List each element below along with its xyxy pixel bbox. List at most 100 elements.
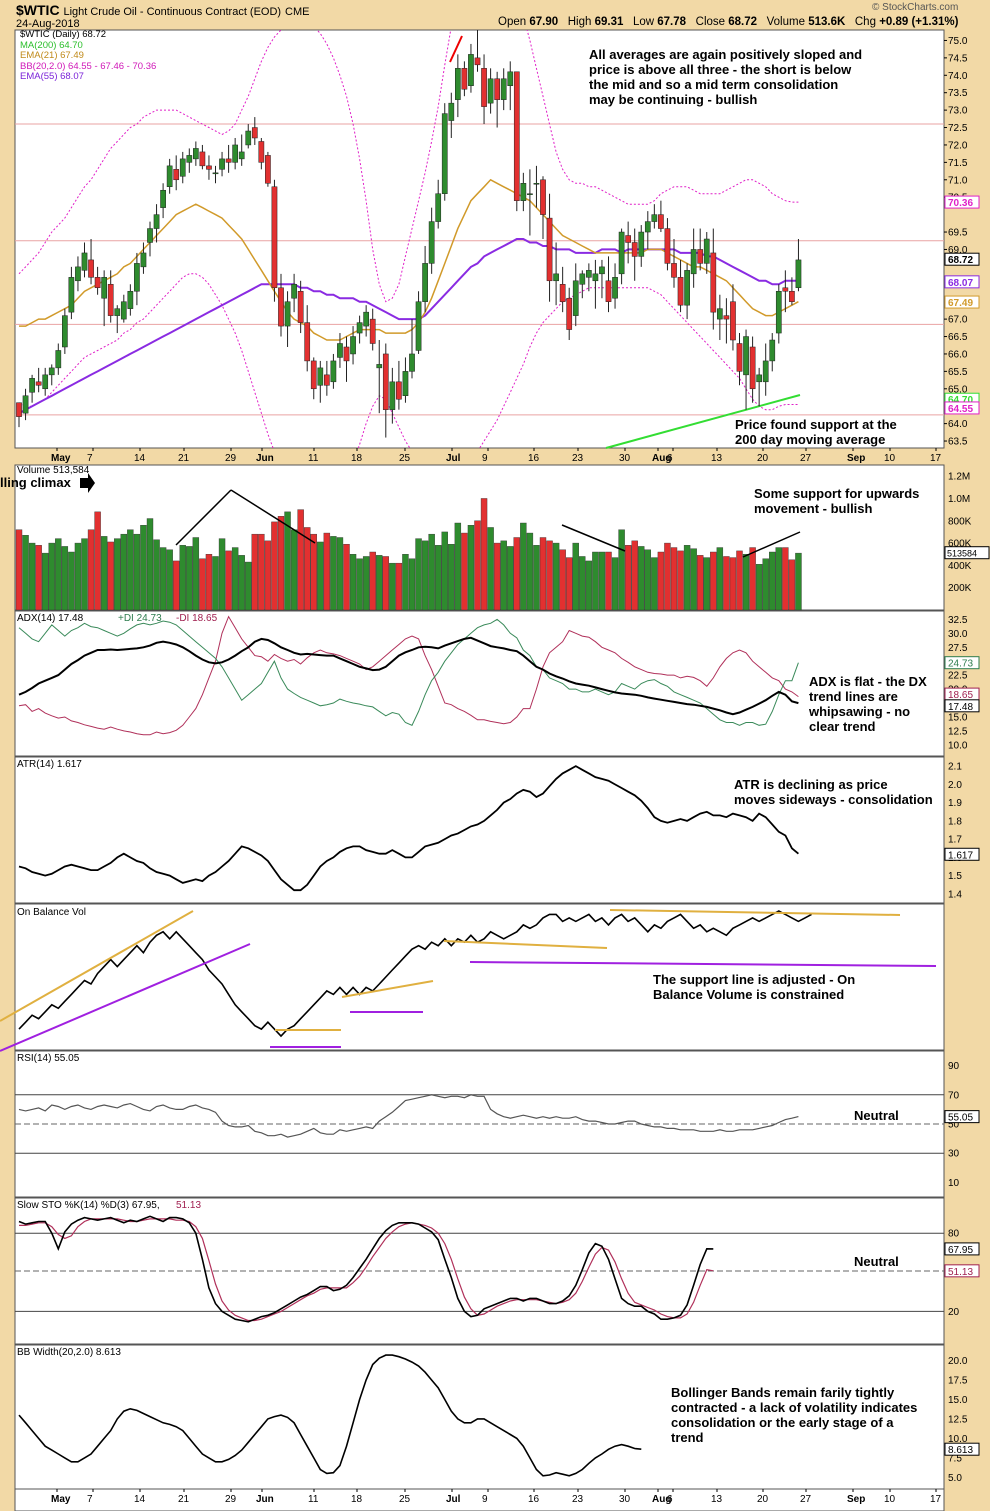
candle (81, 242, 88, 278)
candle-body (297, 291, 304, 323)
volume-tick-label: 1.0M (948, 494, 970, 505)
candle-body (710, 252, 717, 313)
candle (101, 270, 108, 327)
price-tick-label: 67.0 (948, 315, 968, 326)
candle-body (140, 252, 147, 268)
candle-body (409, 353, 415, 372)
volume-bar (356, 558, 363, 611)
obv-trendline (341, 980, 434, 998)
x-axis-label: 7 (87, 1494, 93, 1505)
x-axis-label: 29 (225, 1494, 237, 1505)
candle (337, 333, 343, 368)
x-axis-label: 25 (399, 453, 411, 464)
candle (317, 360, 324, 403)
candle (22, 388, 29, 421)
candle (435, 179, 442, 229)
candle (88, 239, 94, 285)
candle (284, 291, 291, 347)
volume-bar (408, 558, 416, 611)
candle-body (186, 155, 193, 163)
sto-d-value: 51.13 (176, 1200, 201, 1211)
candle-body (625, 235, 631, 243)
volume-bar (683, 545, 691, 611)
candle-body (572, 280, 579, 316)
bbw-tick-label: 7.5 (948, 1453, 962, 1464)
candle-body (428, 221, 435, 264)
x-axis-label: 17 (930, 1494, 942, 1505)
volume-bar (68, 551, 75, 611)
candle (546, 193, 553, 302)
x-axis-label: 6 (667, 453, 673, 464)
candle (29, 374, 35, 403)
candle-body (337, 343, 343, 358)
candle-body (553, 273, 559, 282)
sto-tick-label: 20 (948, 1307, 960, 1318)
candle (500, 68, 507, 111)
candle (789, 277, 795, 306)
x-axis-label: Sep (847, 1494, 865, 1505)
candle (251, 117, 258, 145)
atr-marker-box (944, 847, 980, 861)
x-axis-label: 16 (528, 1494, 540, 1505)
x-axis-label: 9 (482, 453, 488, 464)
sto-marker: 51.13 (948, 1267, 973, 1278)
candle (513, 71, 520, 212)
volume-bar (140, 525, 147, 611)
price-tick-label: 74.5 (948, 53, 968, 64)
adx-tick-label: 22.5 (948, 671, 968, 682)
candle (160, 183, 166, 219)
candle (782, 270, 789, 313)
volume-trendline (175, 489, 232, 546)
candle-body (81, 252, 88, 271)
volume-bar (552, 542, 560, 611)
candle (402, 357, 409, 403)
candle-body (690, 249, 697, 275)
candle (245, 124, 252, 149)
volume-bar (638, 546, 645, 611)
candle-body (265, 155, 271, 184)
candle (553, 242, 559, 306)
candle-body (762, 360, 769, 383)
volume-bar (179, 545, 186, 611)
volume-bar (795, 552, 802, 611)
obv-trendline (443, 940, 608, 949)
rsi-tick-label: 70 (948, 1090, 960, 1101)
volume-bar (317, 541, 324, 611)
candle-body (441, 113, 448, 194)
chart-header: $WTIC Light Crude Oil - Continuous Contr… (16, 2, 309, 18)
candle-body (546, 217, 553, 282)
volume-bar (454, 522, 462, 611)
volume-bar (61, 546, 69, 611)
rsi-line (18, 1094, 799, 1138)
candle-body (651, 214, 658, 222)
price-marker-ema21: 67.49 (948, 298, 973, 309)
candle (350, 326, 356, 365)
candle (703, 232, 710, 274)
candle (389, 367, 396, 424)
candle (507, 61, 514, 111)
panel-atr (14, 756, 945, 904)
volume-bar (264, 540, 272, 611)
x-axis-label: 17 (930, 453, 942, 464)
price-tick-label: 75.0 (948, 36, 968, 47)
candle-body (350, 336, 356, 355)
bbw-title: BB Width(20,2.0) 8.613 (17, 1347, 121, 1358)
x-axis-label: 23 (572, 453, 584, 464)
volume-bar (343, 543, 350, 611)
candle-body (291, 284, 297, 299)
candle-body (507, 71, 514, 86)
candle-body (455, 68, 461, 100)
bbw-annotation: Bollinger Bands remain farily tightly co… (671, 1385, 918, 1445)
rsi-tick-label: 10 (948, 1178, 960, 1189)
candle (422, 245, 428, 313)
volume-bar (546, 540, 553, 611)
volume-bar (238, 555, 245, 611)
adx-title: ADX(14) 17.48 (17, 613, 84, 624)
x-axis-label: Jul (446, 453, 461, 464)
volume-bar (15, 529, 23, 611)
candle-body (251, 127, 258, 139)
volume-bar (710, 551, 717, 611)
candle (153, 204, 160, 243)
adx-tick-label: 10.0 (948, 740, 968, 751)
candle-body (513, 71, 520, 201)
